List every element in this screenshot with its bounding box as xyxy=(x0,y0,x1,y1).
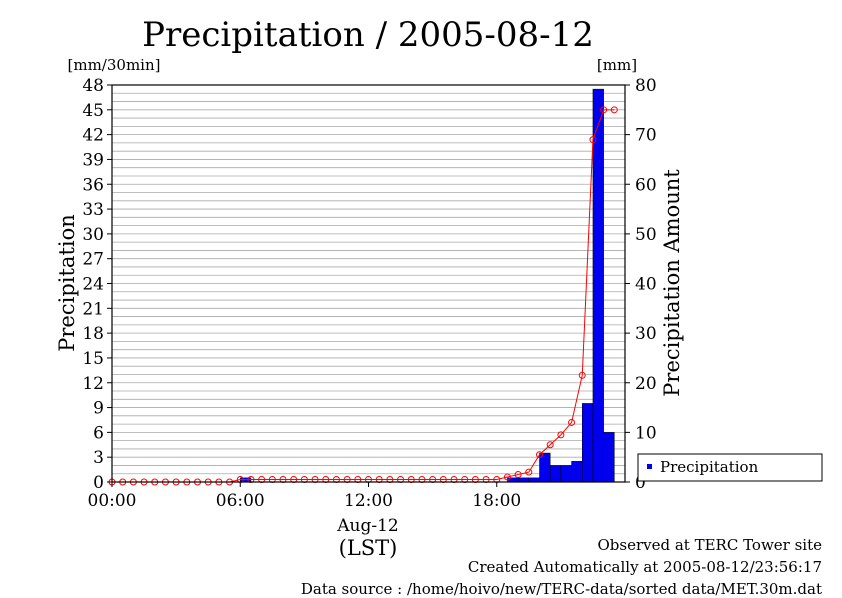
left-axis-unit: [mm/30min] xyxy=(68,56,161,74)
y-tick-label: 24 xyxy=(82,275,104,295)
precipitation-bar xyxy=(582,403,594,483)
y2-tick-label: 40 xyxy=(635,275,657,295)
y-tick-label: 12 xyxy=(82,374,104,394)
legend-swatch xyxy=(647,464,652,469)
accumulation-point xyxy=(503,473,511,481)
y2-tick-label: 50 xyxy=(635,225,657,245)
y-tick-label: 21 xyxy=(82,299,104,319)
precipitation-bar xyxy=(549,465,562,483)
y2-axis-label: Precipitation Amount xyxy=(660,169,684,397)
y2-tick-label: 0 xyxy=(635,473,646,493)
precipitation-bar xyxy=(528,477,540,483)
precipitation-bar xyxy=(517,477,530,483)
y-tick-label: 3 xyxy=(93,448,104,468)
accumulation-point xyxy=(557,431,565,439)
legend-box xyxy=(637,453,823,482)
y-tick-label: 48 xyxy=(82,76,104,96)
accumulation-point xyxy=(610,106,618,114)
footer-observed: Observed at TERC Tower site xyxy=(597,536,822,554)
x-axis-date-label: Aug-12 xyxy=(336,516,398,536)
precipitation-bar xyxy=(603,432,615,483)
y-tick-label: 15 xyxy=(82,349,104,369)
x-tick-label: 00:00 xyxy=(88,491,137,511)
precipitation-bar xyxy=(560,465,572,483)
precipitation-bar xyxy=(571,461,583,483)
right-axis-unit: [mm] xyxy=(597,56,637,74)
y-tick-label: 9 xyxy=(93,399,104,419)
footer-created: Created Automatically at 2005-08-12/23:5… xyxy=(467,558,822,576)
footer-source: Data source : /home/hoivo/new/TERC-data/… xyxy=(300,580,822,598)
y-axis-label: Precipitation xyxy=(55,214,79,352)
x-tick-label: 06:00 xyxy=(216,491,265,511)
y-tick-label: 6 xyxy=(93,423,104,443)
y2-tick-label: 80 xyxy=(635,76,657,96)
grid-lines xyxy=(112,92,625,475)
y-tick-label: 39 xyxy=(82,150,104,170)
legend: Precipitation xyxy=(637,453,823,482)
y-tick-label: 30 xyxy=(82,225,104,245)
y2-tick-label: 20 xyxy=(635,374,657,394)
legend-label: Precipitation xyxy=(660,458,759,476)
y2-tick-label: 30 xyxy=(635,324,657,344)
accumulation-polyline xyxy=(112,109,615,483)
accumulation-point xyxy=(578,371,586,379)
precipitation-bar xyxy=(592,88,604,483)
accumulation-point xyxy=(546,441,554,449)
x-axis-ticks: 00:00 06:00 12:00 18:00 xyxy=(88,482,521,511)
accumulation-point xyxy=(589,136,597,144)
y2-tick-label: 70 xyxy=(635,126,657,146)
chart-title: Precipitation / 2005-08-12 xyxy=(142,15,594,55)
accumulation-line xyxy=(108,106,618,486)
y-tick-label: 0 xyxy=(93,473,104,493)
x-tick-label: 18:00 xyxy=(472,491,521,511)
precipitation-bars xyxy=(240,88,615,483)
accumulation-point xyxy=(525,468,533,476)
right-axis-ticks: 0 10 20 30 40 50 60 70 80 xyxy=(625,76,657,493)
accumulation-point xyxy=(514,471,522,479)
y-tick-label: 33 xyxy=(82,200,104,220)
accumulation-point xyxy=(568,418,576,426)
y-tick-label: 36 xyxy=(82,175,104,195)
y-tick-label: 18 xyxy=(82,324,104,344)
y2-tick-label: 60 xyxy=(635,175,657,195)
y-tick-label: 27 xyxy=(82,250,104,270)
x-axis-timezone-label: (LST) xyxy=(339,536,398,560)
accumulation-point xyxy=(536,451,543,459)
accumulation-point xyxy=(600,106,608,114)
x-tick-label: 12:00 xyxy=(344,491,393,511)
y2-tick-label: 10 xyxy=(635,423,657,443)
y-tick-label: 45 xyxy=(82,101,104,121)
y-tick-label: 42 xyxy=(82,126,104,146)
